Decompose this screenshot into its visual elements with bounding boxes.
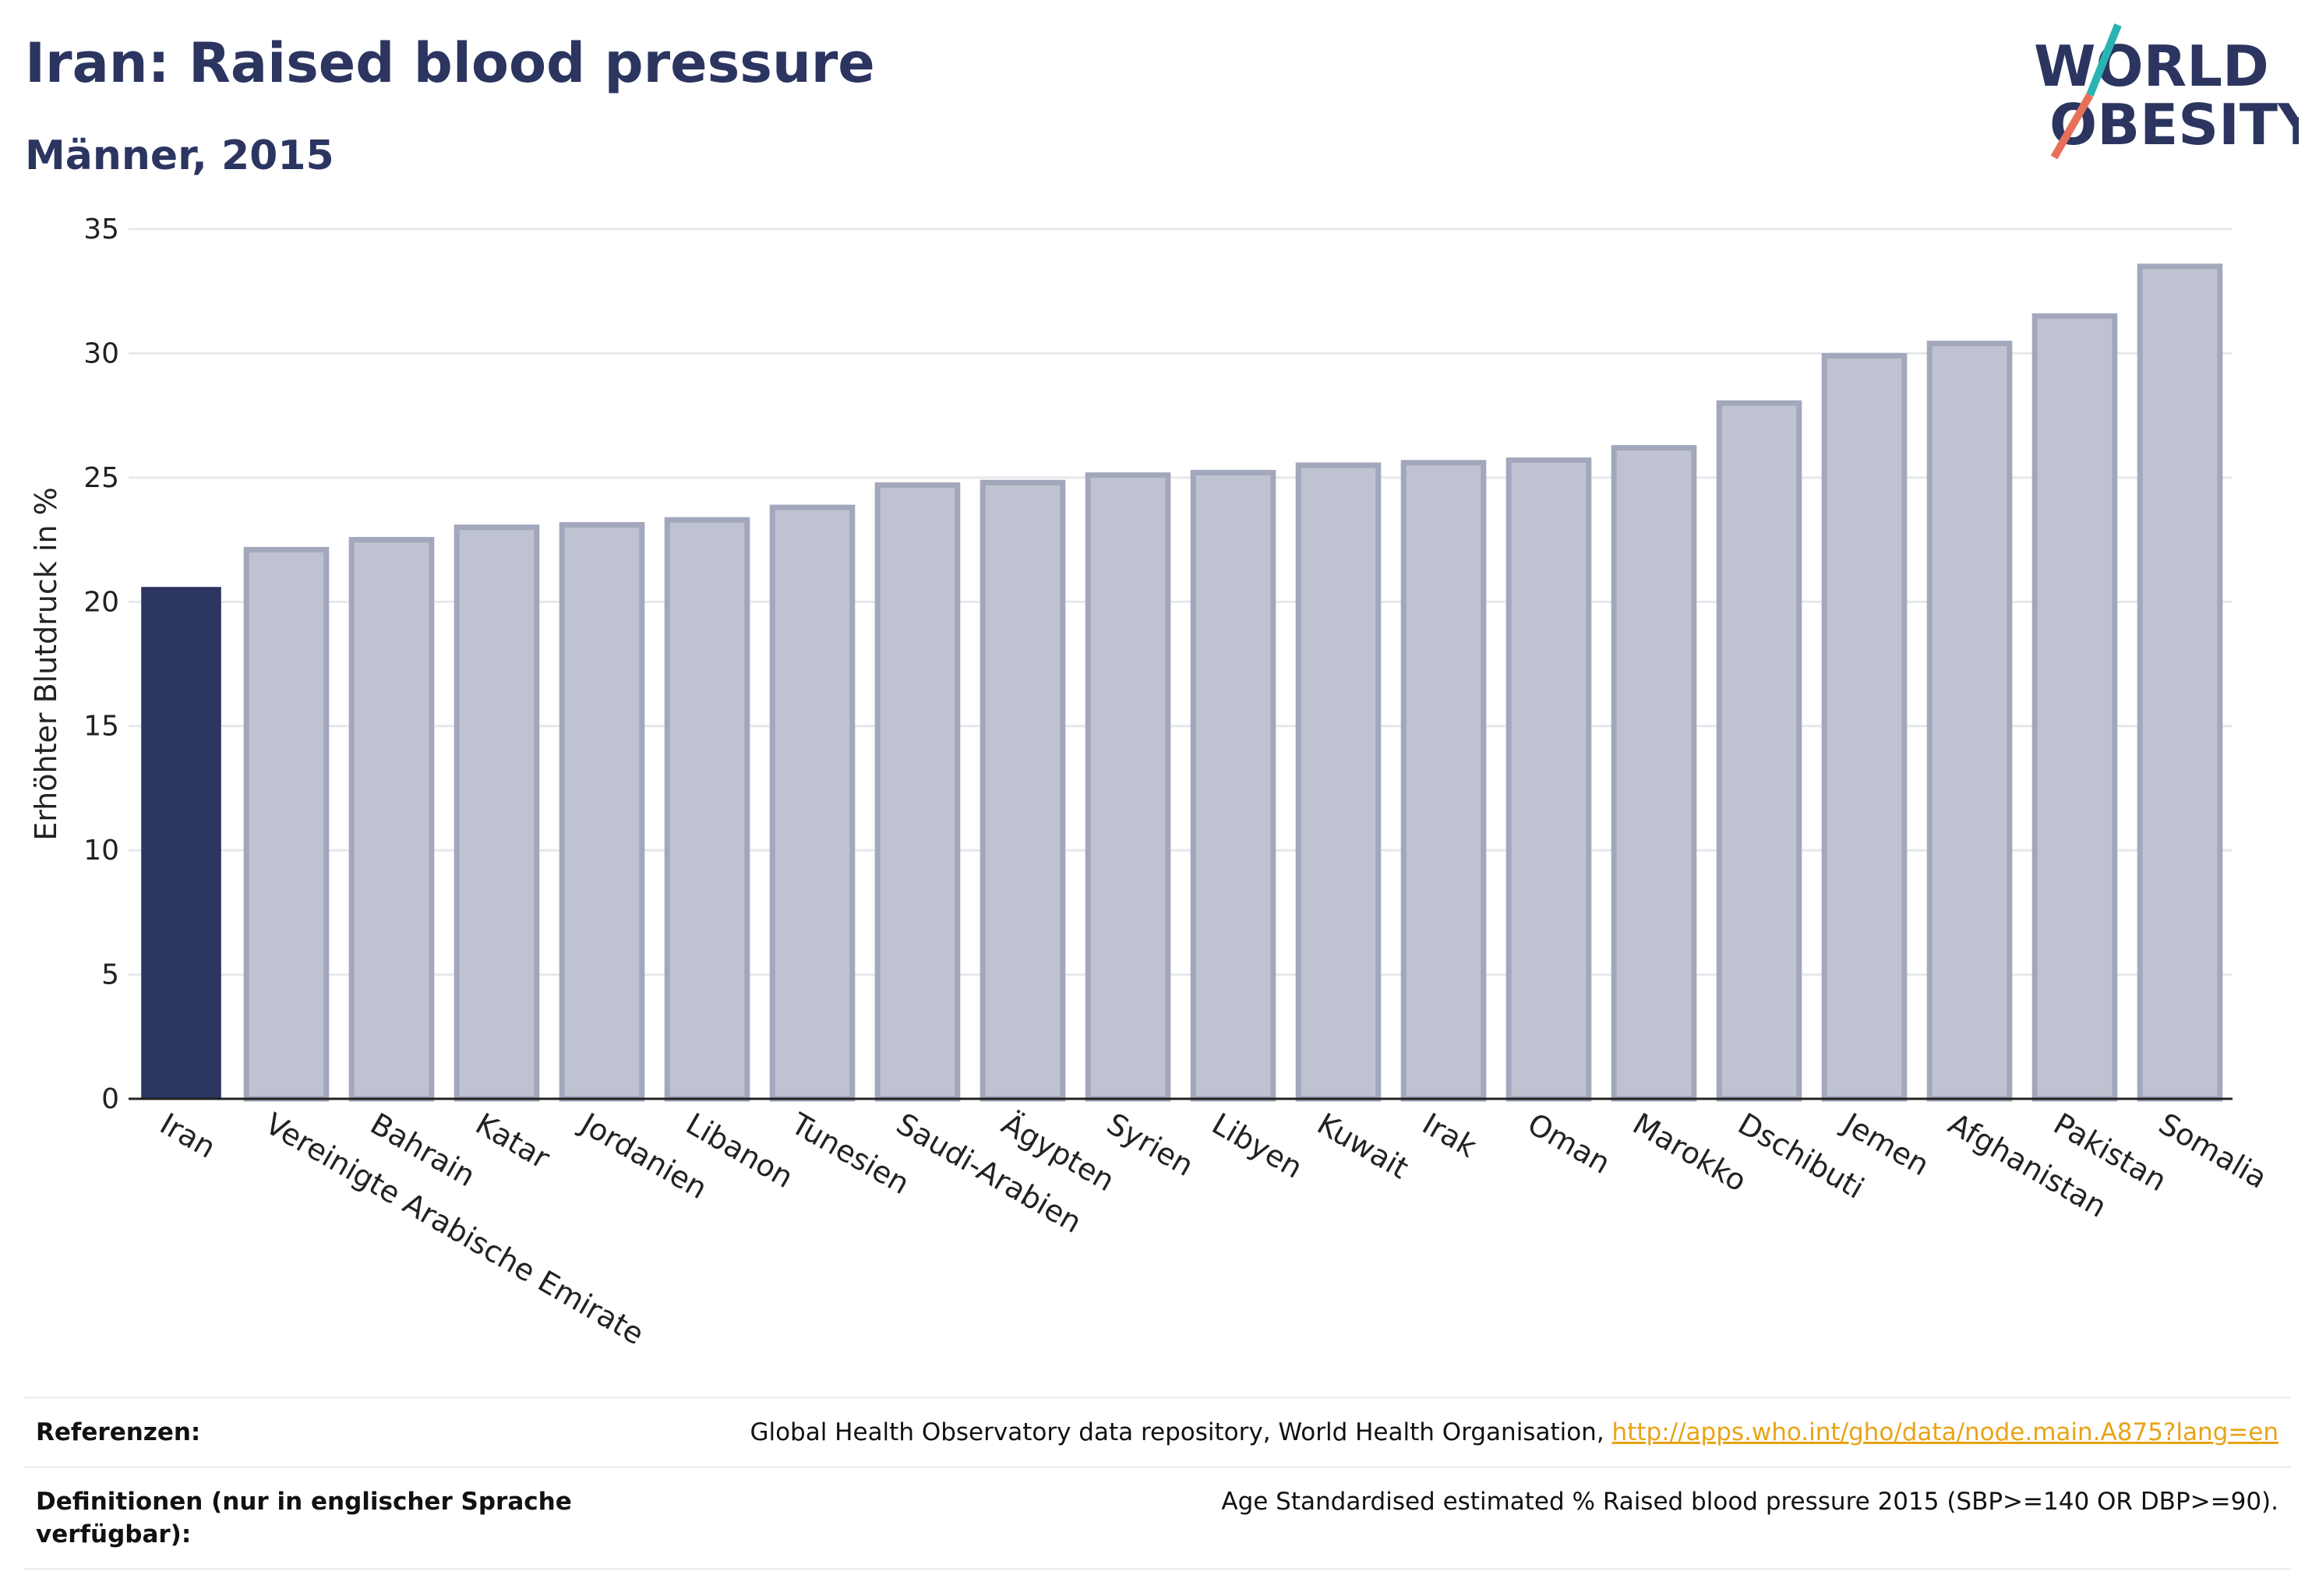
y-tick-label: 30 — [83, 337, 119, 369]
bar — [874, 482, 961, 1102]
grid-lines — [129, 228, 2233, 976]
bar-highlight — [141, 587, 221, 1099]
bar — [1085, 472, 1171, 1102]
bar-chart: 0 5 10 15 20 25 30 35 Iran Vereinigte Arabische … — [29, 214, 2273, 1352]
x-tick-labels: Iran Vereinigte Arabische EmirateBahrainK… — [154, 1106, 2273, 1352]
x-tick-label: Somalia — [2153, 1107, 2273, 1195]
references-text-wrap: Global Health Observatory data repositor… — [750, 1416, 2279, 1449]
y-tick-labels: 0 5 10 15 20 25 30 35 — [83, 214, 119, 1115]
y-tick-label: 5 — [101, 959, 119, 991]
footer-table: Referenzen: Global Health Observatory da… — [23, 1396, 2291, 1570]
bar — [769, 504, 856, 1102]
y-tick-label: 35 — [83, 214, 119, 245]
bar — [1926, 341, 2013, 1102]
references-text: Global Health Observatory data repositor… — [750, 1418, 1612, 1446]
logo-slash-teal — [2086, 23, 2122, 97]
bar — [664, 517, 750, 1102]
bar — [2031, 313, 2118, 1102]
bar — [1611, 445, 1697, 1102]
bar — [1716, 400, 1802, 1102]
logo-line1: WORLD — [2034, 34, 2269, 99]
logo-line2: OBESITY — [2049, 92, 2299, 157]
x-tick-label: Katar — [470, 1107, 556, 1176]
y-tick-label: 10 — [83, 835, 119, 867]
x-tick-label: Irak — [1417, 1107, 1482, 1164]
bar — [1295, 462, 1382, 1102]
definitions-label: Definitionen (nur in englischer Sprache … — [36, 1488, 572, 1548]
chart-title: Iran: Raised blood pressure — [25, 31, 875, 95]
definitions-text: Age Standardised estimated % Raised bloo… — [1221, 1488, 2279, 1516]
bar — [1505, 457, 1592, 1102]
chart-subtitle: Männer, 2015 — [25, 132, 334, 179]
y-axis-label: Erhöhter Blutdruck in % — [29, 487, 63, 841]
bar — [1190, 469, 1276, 1102]
x-tick-label: Saudi-Arabien — [891, 1107, 1087, 1240]
y-tick-label: 25 — [83, 462, 119, 494]
references-row: Referenzen: Global Health Observatory da… — [23, 1396, 2291, 1466]
world-obesity-logo: WORLD OBESITY — [2034, 23, 2299, 160]
bar — [348, 537, 435, 1102]
y-tick-label: 15 — [83, 711, 119, 743]
x-tick-label: Libyen — [1206, 1107, 1308, 1185]
x-tick-label: Iran — [154, 1107, 221, 1165]
references-link[interactable]: http://apps.who.int/gho/data/node.main.A… — [1611, 1418, 2279, 1446]
bar — [559, 521, 645, 1102]
bar — [2137, 263, 2223, 1102]
bar — [454, 524, 540, 1102]
bar — [980, 479, 1066, 1102]
x-tick-label: Marokko — [1627, 1107, 1753, 1199]
bar — [1400, 460, 1487, 1102]
y-tick-label: 20 — [83, 586, 119, 618]
definitions-row: Definitionen (nur in englischer Sprache … — [23, 1466, 2291, 1570]
logo-slash-coral — [2050, 93, 2094, 160]
bar — [1821, 353, 1908, 1102]
references-label: Referenzen: — [36, 1418, 201, 1446]
x-tick-label: Oman — [1522, 1107, 1616, 1181]
bars — [141, 263, 2223, 1102]
y-tick-label: 0 — [101, 1083, 119, 1115]
x-tick-label: Tunesien — [785, 1106, 915, 1201]
x-tick-label: Kuwait — [1311, 1107, 1414, 1186]
bar — [243, 546, 330, 1102]
